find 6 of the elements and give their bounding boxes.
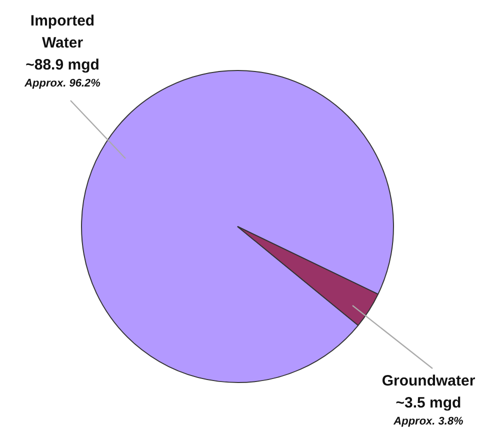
text: Approx. 3.8%: [392, 416, 464, 428]
slice-label: Groundwater: [382, 372, 476, 390]
text: Approx. 96.2%: [24, 78, 101, 90]
slice-label: Imported Water: [30, 12, 95, 52]
data-label: ~88.9 mgd: [26, 56, 100, 74]
data-label: ~3.5 mgd: [396, 394, 462, 412]
